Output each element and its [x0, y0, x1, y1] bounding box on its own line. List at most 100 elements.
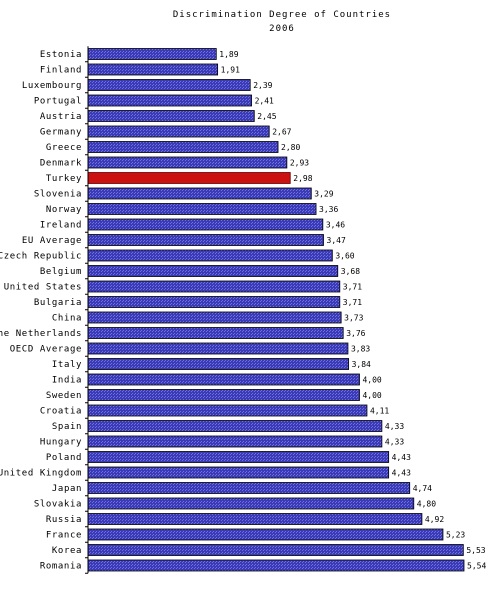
value-label: 3,68 [341, 267, 360, 276]
bar [87, 389, 360, 401]
category-label: Romania [40, 562, 82, 572]
value-label: 4,43 [392, 469, 411, 478]
bar [87, 544, 464, 556]
category-label: Turkey [46, 174, 82, 184]
category-label: Belgium [40, 267, 82, 277]
bar [87, 311, 342, 324]
bar [87, 218, 324, 231]
bar [87, 187, 312, 200]
value-label: 5,54 [467, 562, 486, 571]
bar [87, 110, 255, 122]
value-label: 5,23 [446, 531, 465, 540]
category-label: Finland [40, 66, 82, 76]
bar [87, 63, 219, 76]
bar [87, 497, 415, 510]
category-label: Spain [52, 422, 82, 432]
value-label: 4,80 [417, 500, 436, 509]
bar [87, 327, 344, 339]
value-label: 4,92 [425, 515, 444, 524]
category-label: The Netherlands [0, 329, 82, 339]
value-label: 4,43 [392, 453, 411, 462]
category-label: India [52, 376, 82, 386]
category-label: France [46, 531, 82, 541]
value-label: 1,91 [221, 66, 240, 75]
value-label: 3,76 [346, 329, 365, 338]
category-label: EU Average [22, 236, 82, 246]
value-label: 5,53 [466, 546, 485, 555]
category-label: Hungary [40, 438, 82, 448]
bar-highlight [87, 172, 291, 184]
bar [87, 420, 383, 432]
bar [87, 528, 444, 541]
value-label: 4,00 [362, 391, 381, 400]
bar [87, 280, 341, 293]
value-label: 3,71 [343, 298, 362, 307]
category-label: Norway [46, 205, 82, 215]
category-label: Portugal [34, 97, 82, 107]
value-label: 2,45 [257, 112, 276, 121]
category-label: Italy [52, 360, 82, 370]
value-label: 2,67 [272, 128, 291, 137]
bar [87, 451, 390, 463]
bar [87, 234, 324, 246]
value-label: 3,60 [335, 252, 354, 261]
category-label: China [52, 314, 82, 324]
category-label: Denmark [40, 159, 82, 169]
bar [87, 404, 368, 417]
category-label: Greece [46, 143, 82, 153]
bar [87, 79, 251, 91]
bar [87, 435, 383, 448]
category-label: Luxembourg [22, 81, 82, 91]
value-label: 2,98 [293, 174, 312, 183]
bar [87, 249, 333, 262]
category-label: Bulgaria [34, 298, 82, 308]
bar [87, 358, 350, 370]
category-label: Korea [52, 546, 82, 556]
bar [87, 94, 252, 107]
bar [87, 342, 349, 355]
value-label: 2,93 [290, 159, 309, 168]
value-label: 2,80 [281, 143, 300, 152]
bar [87, 482, 411, 494]
bar [87, 203, 317, 215]
category-label: Ireland [40, 221, 82, 231]
bar [87, 125, 270, 138]
category-label: Slovenia [34, 190, 82, 200]
bar [87, 156, 288, 169]
bar [87, 466, 390, 479]
category-label: Austria [40, 112, 82, 122]
value-label: 4,33 [385, 438, 404, 447]
chart-title: Discrimination Degree of Countries [173, 10, 391, 20]
bar [87, 48, 217, 60]
bar [87, 373, 360, 386]
category-label: Croatia [40, 407, 82, 417]
value-label: 3,47 [327, 236, 346, 245]
category-label: Sweden [46, 391, 82, 401]
bar [87, 141, 279, 153]
category-axis: Estonia Finland Luxembourg Portugal Austria G… [0, 46, 89, 574]
value-label: 3,83 [351, 345, 370, 354]
value-label: 3,29 [314, 190, 333, 199]
category-label: Slovakia [34, 500, 82, 510]
plot-area: 1,89 1,91 2,39 2,41 2,45 2,67 2,80 2,93 2,983,29… [87, 48, 486, 572]
category-label: OECD Average [10, 345, 82, 355]
value-label: 3,73 [344, 314, 363, 323]
value-label: 4,74 [413, 484, 432, 493]
bar [87, 513, 423, 525]
bar [87, 296, 341, 308]
category-label: Japan [52, 484, 82, 494]
value-label: 2,39 [253, 81, 272, 90]
value-label: 3,46 [326, 221, 345, 230]
value-label: 3,36 [319, 205, 338, 214]
category-label: Russia [46, 515, 82, 525]
category-label: Poland [46, 453, 82, 463]
value-label: 4,00 [362, 376, 381, 385]
category-label: Estonia [40, 50, 82, 60]
value-label: 4,11 [370, 407, 389, 416]
category-label: Czech Republic [0, 252, 82, 262]
bar [87, 559, 465, 572]
value-label: 3,84 [352, 360, 371, 369]
value-label: 1,89 [219, 50, 238, 59]
value-label: 4,33 [385, 422, 404, 431]
